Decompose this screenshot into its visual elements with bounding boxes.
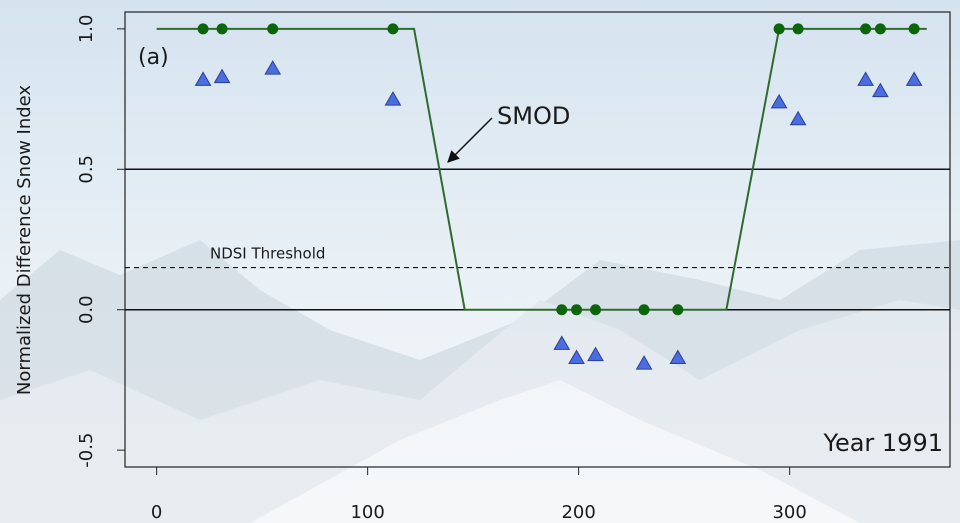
panel-label: (a) bbox=[138, 45, 169, 70]
point-triangle bbox=[568, 349, 585, 364]
point-circle bbox=[556, 304, 568, 316]
point-triangle bbox=[857, 71, 874, 86]
point-triangle bbox=[669, 349, 687, 364]
point-triangle bbox=[770, 93, 788, 109]
point-triangle bbox=[264, 60, 282, 75]
point-triangle bbox=[553, 335, 571, 350]
point-circle bbox=[638, 304, 650, 316]
y-tick-label: 0.0 bbox=[76, 295, 97, 324]
point-circle bbox=[197, 23, 209, 35]
y-tick-label: 0.5 bbox=[76, 155, 97, 184]
point-triangle bbox=[635, 355, 653, 370]
y-tick-label: -0.5 bbox=[76, 433, 97, 468]
annotation: SMOD bbox=[497, 102, 570, 130]
point-circle bbox=[387, 23, 399, 35]
point-triangle bbox=[789, 110, 807, 126]
x-tick-label: 300 bbox=[772, 502, 806, 523]
point-circle bbox=[773, 23, 785, 35]
point-triangle bbox=[384, 91, 402, 106]
point-circle bbox=[860, 23, 872, 35]
plot-frame bbox=[124, 11, 951, 468]
point-circle bbox=[571, 304, 583, 316]
point-circle bbox=[908, 23, 920, 35]
point-triangle bbox=[213, 68, 231, 84]
threshold-label: NDSI Threshold bbox=[210, 245, 325, 263]
point-triangle bbox=[194, 71, 212, 86]
x-tick-label: 100 bbox=[350, 502, 384, 523]
point-triangle bbox=[872, 82, 889, 98]
point-circle bbox=[874, 23, 886, 35]
x-tick-label: 200 bbox=[561, 502, 595, 523]
point-circle bbox=[792, 23, 804, 35]
annotation-arrow bbox=[447, 117, 493, 163]
point-triangle bbox=[587, 346, 604, 362]
point-circle bbox=[590, 304, 602, 316]
y-axis-label: Normalized Difference Snow Index bbox=[14, 85, 35, 396]
year-label: Year 1991 bbox=[822, 429, 943, 457]
point-circle bbox=[672, 304, 684, 316]
point-triangle bbox=[905, 71, 923, 86]
x-tick-label: 0 bbox=[151, 502, 162, 523]
y-tick-label: 1.0 bbox=[76, 15, 97, 44]
point-circle bbox=[216, 23, 228, 35]
point-circle bbox=[267, 23, 279, 35]
